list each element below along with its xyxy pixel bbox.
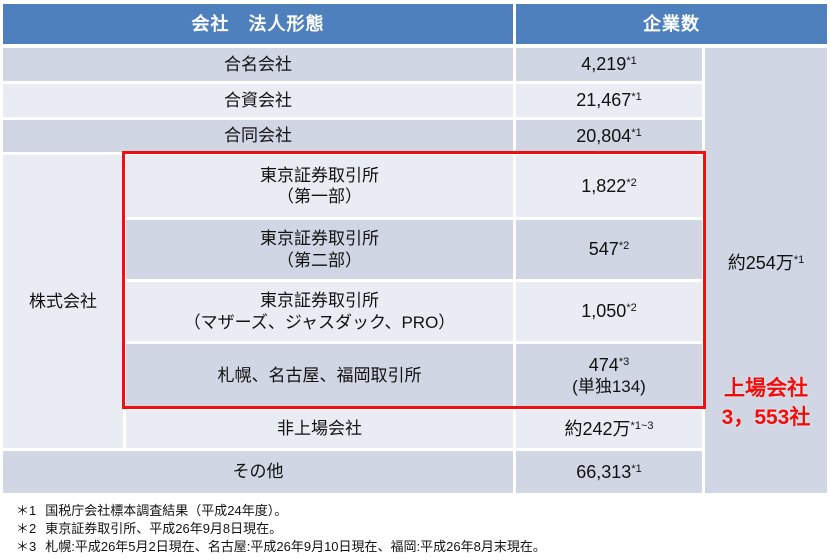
row-other-label: その他 — [3, 451, 513, 493]
row-other-value: 66,313*1 — [516, 451, 702, 493]
footnote-ref: *1 — [631, 462, 642, 475]
header-company-count-label: 企業数 — [643, 13, 700, 34]
row-goshi-value: 21,467*1 — [516, 84, 702, 117]
footnote-ref: *1 — [631, 91, 642, 104]
header-legal-form-label: 会社 法人形態 — [191, 13, 325, 34]
cell-total-kabushiki: 約254万*1 上場会社 3，553社 — [705, 48, 827, 493]
row-tse2-label: 東京証券取引所 （第二部） — [126, 220, 513, 279]
row-godo-value: 20,804*1 — [516, 120, 702, 152]
footnote-1-text: 国税庁会社標本調査結果（平成24年度）。 — [45, 503, 288, 518]
footnote-ref: *2 — [626, 302, 637, 315]
footnote-3: ＊3 札幌:平成26年5月2日現在、名古屋:平成26年9月10日現在、福岡:平成… — [16, 538, 546, 556]
footnote-ref: *1 — [626, 55, 637, 68]
row-gomei-label: 合名会社 — [3, 48, 513, 81]
row-tse-mothers-label: 東京証券取引所 （マザーズ、ジャスダック、PRO） — [126, 282, 513, 341]
row-goshi-label: 合資会社 — [3, 84, 513, 117]
footnote-ref: *1 — [793, 254, 805, 266]
row-tse1-label: 東京証券取引所 （第一部） — [126, 155, 513, 217]
footnote-ref: *1~3 — [630, 419, 654, 432]
row-tse2-value: 547*2 — [516, 220, 702, 279]
footnote-3-text: 札幌:平成26年5月2日現在、名古屋:平成26年9月10日現在、福岡:平成26年… — [45, 539, 546, 554]
row-regional-exchanges-value: 474*3 (単独134) — [516, 344, 702, 407]
row-gomei-value: 4,219*1 — [516, 48, 702, 81]
row-unlisted-label: 非上場会社 — [126, 410, 513, 448]
header-company-count: 企業数 — [516, 4, 827, 44]
footnote-ref: *1 — [631, 126, 642, 139]
footnote-ref: *2 — [618, 240, 630, 253]
row-tse-mothers-value: 1,050*2 — [516, 282, 702, 341]
footnote-ref: *3 — [618, 355, 630, 368]
footnotes: ＊1 国税庁会社標本調査結果（平成24年度）。 ＊2 東京証券取引所、平成26年… — [16, 502, 546, 556]
header-legal-form: 会社 法人形態 — [3, 4, 513, 44]
row-regional-exchanges-label: 札幌、名古屋、福岡取引所 — [126, 344, 513, 407]
footnote-2: ＊2 東京証券取引所、平成26年9月8日現在。 — [16, 520, 546, 538]
regional-standalone-note: (単独134) — [572, 377, 646, 397]
total-kabushiki-value: 約254万*1 — [727, 253, 805, 273]
cell-kabushiki-kaisha: 株式会社 — [3, 155, 123, 448]
footnote-3-marker: ＊3 — [16, 539, 37, 554]
row-unlisted-value: 約242万*1~3 — [516, 410, 702, 448]
row-tse1-value: 1,822*2 — [516, 155, 702, 217]
footnote-2-marker: ＊2 — [16, 521, 37, 536]
footnote-1: ＊1 国税庁会社標本調査結果（平成24年度）。 — [16, 502, 546, 520]
footnote-ref: *2 — [626, 176, 637, 189]
footnote-1-marker: ＊1 — [16, 503, 37, 518]
listed-companies-callout: 上場会社 3，553社 — [721, 377, 811, 429]
footnote-2-text: 東京証券取引所、平成26年9月8日現在。 — [45, 521, 283, 536]
row-godo-label: 合同会社 — [3, 120, 513, 152]
